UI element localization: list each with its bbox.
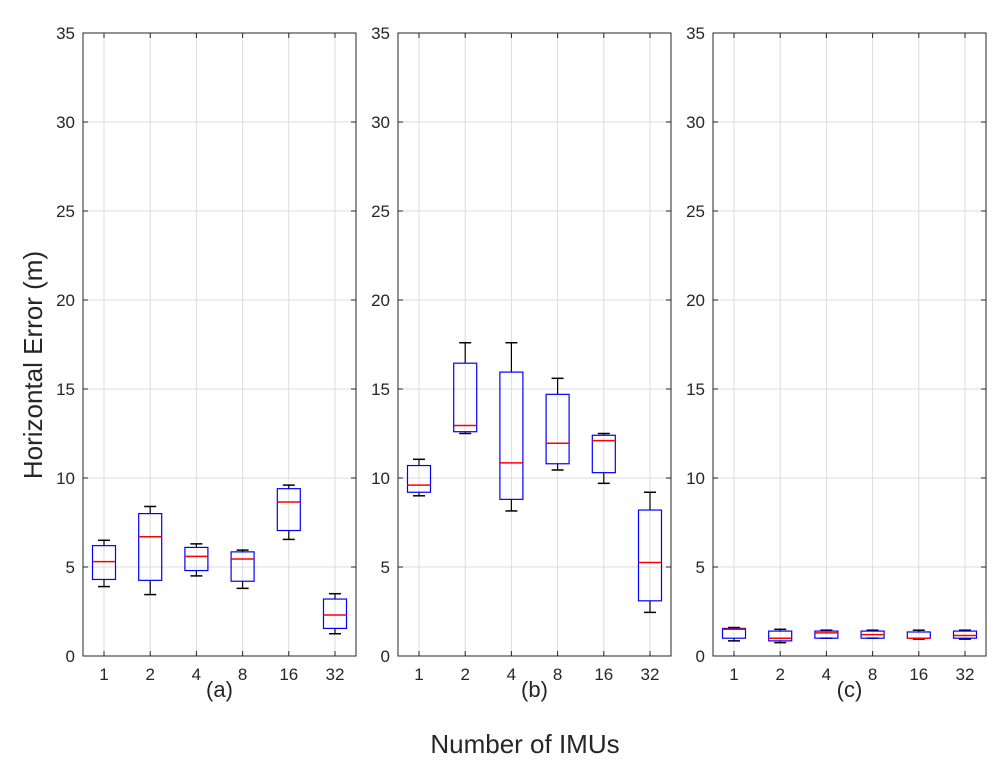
x-tick-label: 2 [775, 665, 784, 684]
x-tick-label: 1 [729, 665, 738, 684]
box-2 [138, 505, 163, 596]
y-tick-label: 15 [56, 380, 75, 399]
x-axis-title: Number of IMUs [430, 729, 619, 759]
x-tick-label: 2 [460, 665, 469, 684]
iqr-box [637, 509, 663, 602]
iqr-box [545, 393, 570, 465]
y-tick-label: 30 [686, 113, 705, 132]
x-tick-label: 8 [553, 665, 562, 684]
box-4 [499, 341, 524, 512]
x-tick-label: 32 [326, 665, 345, 684]
x-tick-label: 1 [414, 665, 423, 684]
y-tick-label: 20 [56, 291, 75, 310]
x-tick-label: 8 [868, 665, 877, 684]
y-tick-label: 0 [381, 647, 390, 666]
box-8 [545, 377, 570, 471]
y-tick-label: 20 [371, 291, 390, 310]
y-tick-label: 35 [371, 24, 390, 43]
y-tick-label: 15 [371, 380, 390, 399]
y-tick-label: 0 [696, 647, 705, 666]
y-tick-label: 25 [371, 202, 390, 221]
iqr-box [276, 488, 301, 532]
box-16 [591, 432, 616, 485]
panel-label: (a) [206, 677, 233, 702]
panel-label: (c) [837, 677, 863, 702]
axes-frame [397, 32, 672, 657]
x-tick-label: 4 [507, 665, 516, 684]
iqr-box [406, 464, 432, 493]
y-tick-label: 15 [686, 380, 705, 399]
box-8 [860, 629, 885, 639]
iqr-box [138, 512, 163, 581]
axes-frame [82, 32, 357, 657]
iqr-box [322, 598, 348, 630]
x-tick-label: 8 [238, 665, 247, 684]
iqr-box [499, 371, 524, 500]
y-tick-label: 0 [66, 647, 75, 666]
box-2 [453, 341, 478, 435]
axes-frame [712, 32, 987, 657]
iqr-box [184, 546, 209, 572]
y-tick-label: 25 [686, 202, 705, 221]
box-32 [952, 629, 978, 640]
x-tick-label: 1 [99, 665, 108, 684]
y-tick-label: 20 [686, 291, 705, 310]
box-4 [814, 629, 839, 639]
y-tick-label: 35 [56, 24, 75, 43]
y-tick-label: 25 [56, 202, 75, 221]
panel-label: (b) [521, 677, 548, 702]
box-32 [322, 592, 348, 635]
y-axis-title: Horizontal Error (m) [18, 251, 48, 479]
y-tick-label: 5 [696, 558, 705, 577]
x-tick-label: 16 [594, 665, 613, 684]
y-tick-label: 5 [381, 558, 390, 577]
x-tick-label: 16 [909, 665, 928, 684]
iqr-box [91, 545, 117, 581]
y-tick-label: 10 [686, 469, 705, 488]
box-1 [91, 539, 117, 588]
x-tick-label: 16 [279, 665, 298, 684]
box-1 [721, 626, 747, 642]
box-1 [406, 458, 432, 497]
panel-1: 0 5 10 15 20 25 30 35 1 2 4 8 16 32 (a) [56, 24, 357, 702]
box-4 [184, 543, 209, 577]
iqr-box [453, 362, 478, 433]
box-32 [637, 491, 663, 614]
iqr-box [952, 630, 978, 639]
panel-2: 0 5 10 15 20 25 30 35 1 2 4 8 16 32 (b) [371, 24, 672, 702]
box-16 [276, 484, 301, 541]
panel-3: 0 5 10 15 20 25 30 35 1 2 4 8 16 32 (c) [686, 24, 987, 702]
y-tick-label: 5 [66, 558, 75, 577]
y-tick-label: 30 [56, 113, 75, 132]
iqr-box [721, 627, 747, 639]
box-2 [768, 628, 793, 644]
iqr-box [768, 630, 793, 642]
x-tick-label: 32 [641, 665, 660, 684]
box-16 [906, 629, 931, 640]
iqr-box [814, 630, 839, 639]
x-tick-label: 4 [192, 665, 201, 684]
y-tick-label: 10 [56, 469, 75, 488]
x-tick-label: 4 [822, 665, 831, 684]
box-8 [230, 549, 255, 590]
x-tick-label: 32 [956, 665, 975, 684]
y-tick-label: 35 [686, 24, 705, 43]
x-tick-label: 2 [145, 665, 154, 684]
iqr-box [591, 434, 616, 474]
iqr-box [230, 551, 255, 582]
y-tick-label: 30 [371, 113, 390, 132]
y-tick-label: 10 [371, 469, 390, 488]
